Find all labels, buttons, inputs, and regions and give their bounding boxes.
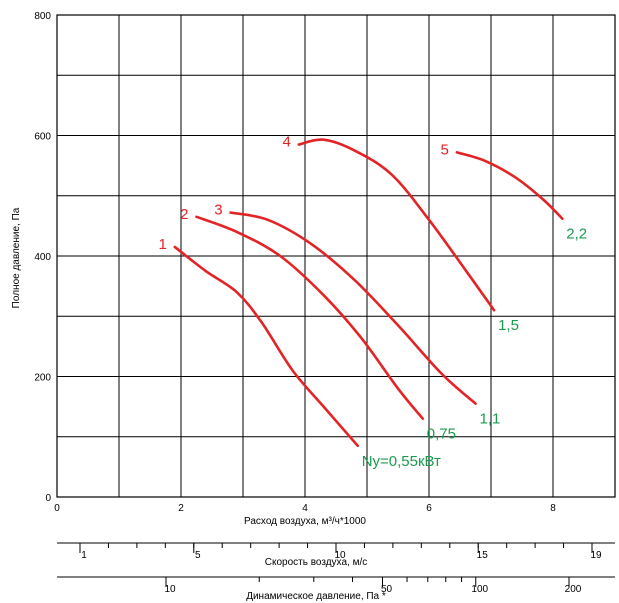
fan-curve-2	[195, 215, 425, 420]
power-label: 1,5	[498, 317, 519, 334]
y-tick-label: 0	[45, 493, 51, 504]
secondary-tick-label: 15	[477, 550, 489, 561]
fan-curve-3	[229, 211, 477, 405]
power-label: 0,75	[427, 426, 456, 443]
power-label: Ny=0,55кВт	[362, 453, 441, 470]
secondary-tick-label: 1	[81, 550, 87, 561]
curve-number-label: 1	[158, 236, 166, 253]
y-tick-label: 600	[34, 132, 51, 143]
axis-ticks: 0 2 4 6 8 0 200 400 600 800	[34, 11, 556, 514]
curve-number-label: 5	[441, 141, 449, 158]
secondary-tick-label: 200	[565, 584, 582, 595]
fan-curves: 1 Ny=0,55кВт 2 0,75 3 1,1 4 1,5 5 2,2	[158, 134, 587, 470]
power-label: 2,2	[566, 226, 587, 243]
y-tick-label: 200	[34, 373, 51, 384]
fan-curve-4	[297, 138, 496, 312]
y-tick-label: 800	[34, 11, 51, 22]
x-tick-label: 4	[302, 503, 308, 514]
fan-curve-5	[455, 151, 564, 220]
y-axis-label: Полное давление, Па	[11, 207, 22, 308]
fan-curve-1	[173, 245, 359, 448]
y-tick-label: 400	[34, 252, 51, 263]
x-tick-label: 6	[426, 503, 432, 514]
secondary-tick-label: 50	[381, 584, 393, 595]
power-label: 1,1	[480, 411, 501, 428]
secondary-tick-label: 10	[164, 584, 176, 595]
secondary-axis-label: Скорость воздуха, м/с	[265, 557, 367, 568]
curve-number-label: 4	[282, 134, 290, 151]
plot-grid	[56, 14, 616, 498]
secondary-axis-label: Динамическое давление, Па *	[246, 591, 386, 602]
secondary-tick-label: 100	[471, 584, 488, 595]
curve-number-label: 2	[180, 206, 188, 223]
secondary-tick-label: 10	[334, 550, 346, 561]
x-tick-label: 8	[550, 503, 556, 514]
x-axis-label: Расход воздуха, м³/ч*1000	[244, 516, 366, 527]
x-tick-label: 0	[54, 503, 60, 514]
secondary-tick-label: 5	[195, 550, 201, 561]
x-tick-label: 2	[178, 503, 184, 514]
secondary-tick-label: 19	[590, 550, 602, 561]
curve-number-label: 3	[214, 202, 222, 219]
